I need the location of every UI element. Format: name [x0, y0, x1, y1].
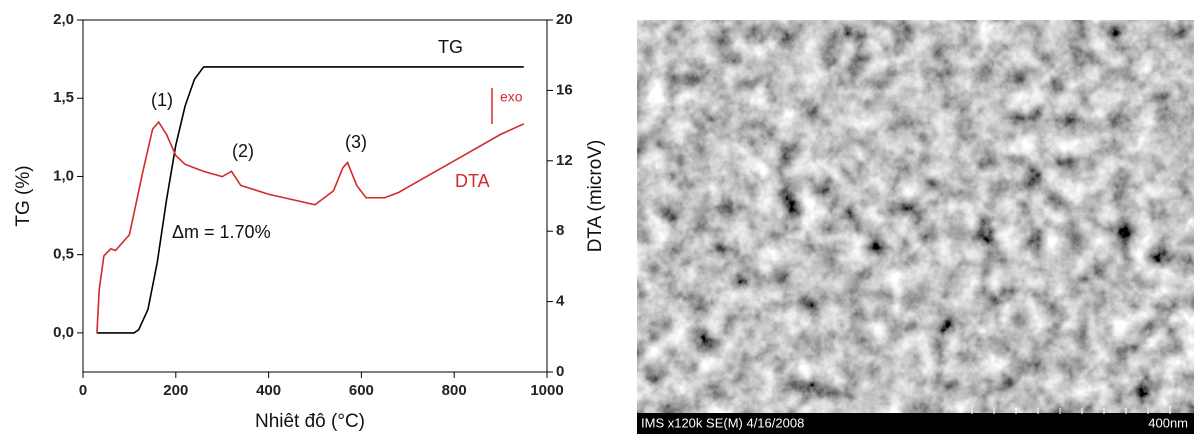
- x-tick-label: 1000: [530, 382, 563, 399]
- x-tick-label: 800: [442, 382, 467, 399]
- peak-label: (1): [151, 90, 173, 110]
- sem-image: IMS x120k SE(M) 4/16/2008 400nm: [637, 20, 1194, 434]
- sem-texture: [637, 20, 1194, 413]
- y2-tick-label: 12: [556, 152, 573, 169]
- series-label: DTA: [455, 171, 490, 191]
- series-label: TG: [438, 37, 463, 57]
- peak-label: (2): [232, 141, 254, 161]
- y-tick-label: 0,0: [53, 324, 74, 341]
- x-tick-label: 200: [163, 382, 188, 399]
- y2-tick-label: 0: [556, 363, 564, 380]
- series-line: [96, 120, 525, 334]
- y-tick-label: 1,5: [53, 89, 74, 106]
- plot-frame: [82, 19, 548, 373]
- series-line: [96, 66, 524, 334]
- scale-label: 400nm: [1148, 415, 1188, 430]
- x-tick-label: 0: [79, 382, 87, 399]
- y-tick-label: 2,0: [53, 11, 74, 28]
- x-tick-label: 600: [349, 382, 374, 399]
- mass-loss-label: Δm = 1.70%: [172, 222, 271, 242]
- y2-axis-label: DTA (microV): [585, 140, 606, 253]
- exo-label: exo: [500, 89, 523, 105]
- x-axis-label: Nhiêt đô (°C): [255, 411, 365, 432]
- y-axis-label: TG (%): [13, 165, 34, 226]
- x-tick-label: 400: [256, 382, 281, 399]
- y2-tick-label: 20: [556, 11, 573, 28]
- y-tick-label: 0,5: [53, 246, 74, 263]
- y2-tick-label: 8: [556, 222, 564, 239]
- y2-tick-label: 16: [556, 81, 573, 98]
- image-caption: IMS x120k SE(M) 4/16/2008: [641, 415, 804, 430]
- scale-bar: [971, 406, 1171, 414]
- caption-bar: [637, 413, 1194, 434]
- peak-label: (3): [345, 132, 367, 152]
- y2-tick-label: 4: [556, 293, 565, 310]
- y-tick-label: 1,0: [53, 167, 74, 184]
